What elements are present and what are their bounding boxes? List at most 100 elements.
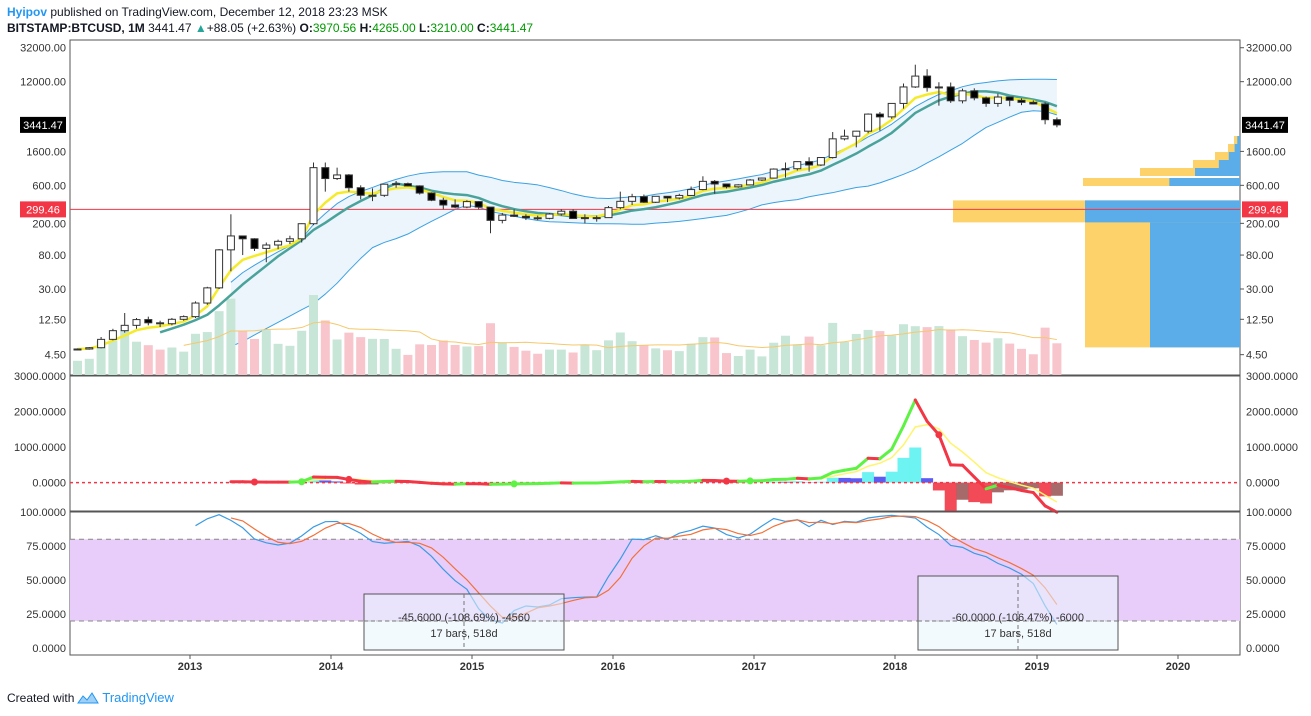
volume-bar: [285, 345, 295, 375]
volume-bar: [379, 339, 389, 375]
close-value: 3441.47: [489, 21, 534, 35]
measure-annotation: -60.0000 (-106.47%) -6000 17 bars, 518d: [917, 575, 1119, 651]
volume-bar: [96, 340, 106, 375]
level-tag-right-text: 299.46: [1248, 204, 1282, 216]
candle-body: [498, 214, 507, 221]
macd-line-segment: [1008, 486, 1023, 492]
author-name[interactable]: Hyipov: [7, 5, 48, 19]
candle-body: [592, 217, 601, 220]
candle: [250, 238, 259, 251]
macd-line-segment: [430, 481, 445, 486]
time-axis-label: 2014: [319, 661, 344, 673]
price-axis-label-left: 200.00: [32, 218, 66, 230]
time-axis[interactable]: 2013 2014 2015 2016 2017 2018 2019 2020: [178, 655, 1190, 673]
volume-bar: [332, 339, 342, 375]
symbol-label: BITSTAMP:BTCUSD, 1M: [7, 21, 145, 35]
candle: [144, 316, 153, 326]
volume-bar: [132, 341, 141, 375]
volume-bar: [946, 329, 956, 375]
candle-body: [722, 183, 731, 188]
stoch-axis-label-left: 0.0000: [32, 643, 66, 655]
candle-body: [816, 157, 825, 166]
candle: [993, 93, 1002, 107]
price-axis-label-right: 32000.00: [1246, 43, 1292, 55]
candle: [510, 209, 519, 218]
macd-histogram-bar: [968, 482, 981, 503]
volume-bar: [427, 345, 436, 375]
candle: [592, 215, 601, 222]
volume-bar: [120, 330, 130, 375]
candle-body: [392, 183, 401, 186]
price-pane[interactable]: 32000.00 32000.00 12000.00 12000.00 1600.00 1…: [20, 39, 1292, 376]
candle: [285, 235, 294, 245]
volume-bar: [533, 353, 543, 375]
candle: [356, 185, 365, 200]
candle: [899, 83, 908, 109]
volume-bar: [108, 340, 118, 375]
volume-bar: [84, 358, 94, 375]
time-axis-label: 2017: [742, 661, 766, 673]
candle: [451, 199, 460, 209]
macd-histogram-bar: [897, 457, 910, 483]
volume-bar: [969, 339, 979, 375]
tradingview-brand[interactable]: TradingView: [102, 690, 174, 705]
volume-bar: [686, 343, 696, 375]
candle-body: [1041, 103, 1050, 121]
candle: [604, 206, 613, 219]
macd-line-segment: [878, 447, 894, 461]
candle-body: [274, 240, 283, 246]
volume-bar: [733, 356, 743, 375]
candle: [734, 184, 743, 188]
stoch-pane[interactable]: 100.0000 100.0000 75.0000 75.0000 50.0000 50.…: [20, 507, 1292, 656]
volume-bar: [261, 330, 271, 375]
candle: [663, 195, 672, 203]
cross-dot: [935, 431, 943, 439]
cross-dot: [251, 478, 258, 486]
candle: [203, 286, 212, 305]
volume-bar: [745, 349, 755, 375]
volume-bar: [450, 344, 460, 375]
ohlc-line: BITSTAMP:BTCUSD, 1M 3441.47 ▲+88.05 (+2.…: [7, 20, 533, 36]
macd-line-segment: [972, 475, 988, 491]
candle: [309, 162, 318, 226]
macd-line-segment: [807, 476, 823, 481]
candle: [120, 312, 129, 333]
volume-bar: [179, 351, 189, 375]
candle-body: [781, 168, 790, 171]
stoch-axis-label-right: 50.0000: [1246, 575, 1286, 587]
time-axis-label: 2018: [883, 661, 907, 673]
price-axis-label-right: 1600.00: [1246, 146, 1286, 158]
macd-axis-label-right: 3000.0000: [1246, 371, 1298, 383]
candle-body: [380, 183, 389, 196]
macd-line-segment: [984, 483, 1000, 491]
candle-body: [982, 97, 991, 104]
cross-dot: [746, 477, 754, 485]
candle-body: [946, 86, 955, 102]
candle: [946, 82, 955, 103]
candle-body: [415, 185, 424, 194]
volume-bar: [828, 322, 838, 375]
macd-pane[interactable]: 3000.0000 3000.0000 2000.0000 2000.0000 1000…: [14, 371, 1298, 514]
macd-axis-label-right: 0.0000: [1246, 478, 1280, 490]
candle-body: [545, 213, 554, 219]
volume-bar: [191, 333, 200, 375]
candle: [675, 193, 684, 200]
macd-histogram-bar: [944, 482, 957, 511]
candle: [698, 176, 707, 191]
volume-profile-bar: [1234, 136, 1240, 144]
footer: Created with TradingView: [7, 690, 174, 705]
macd-axis-label-left: 3000.0000: [14, 371, 66, 383]
candle-body: [333, 174, 342, 180]
candle-body: [899, 86, 908, 104]
candle: [392, 181, 401, 188]
candle: [521, 214, 530, 221]
candle: [580, 214, 589, 224]
candle-body: [462, 201, 471, 208]
macd-histogram-bar: [1015, 482, 1028, 490]
stoch-axis-label-left: 100.0000: [20, 507, 66, 519]
volume-profile-bar: [1150, 222, 1240, 348]
macd-line-segment: [1031, 491, 1047, 508]
volume-bar: [934, 326, 944, 375]
price-axis-label-left: 32000.00: [20, 43, 66, 55]
